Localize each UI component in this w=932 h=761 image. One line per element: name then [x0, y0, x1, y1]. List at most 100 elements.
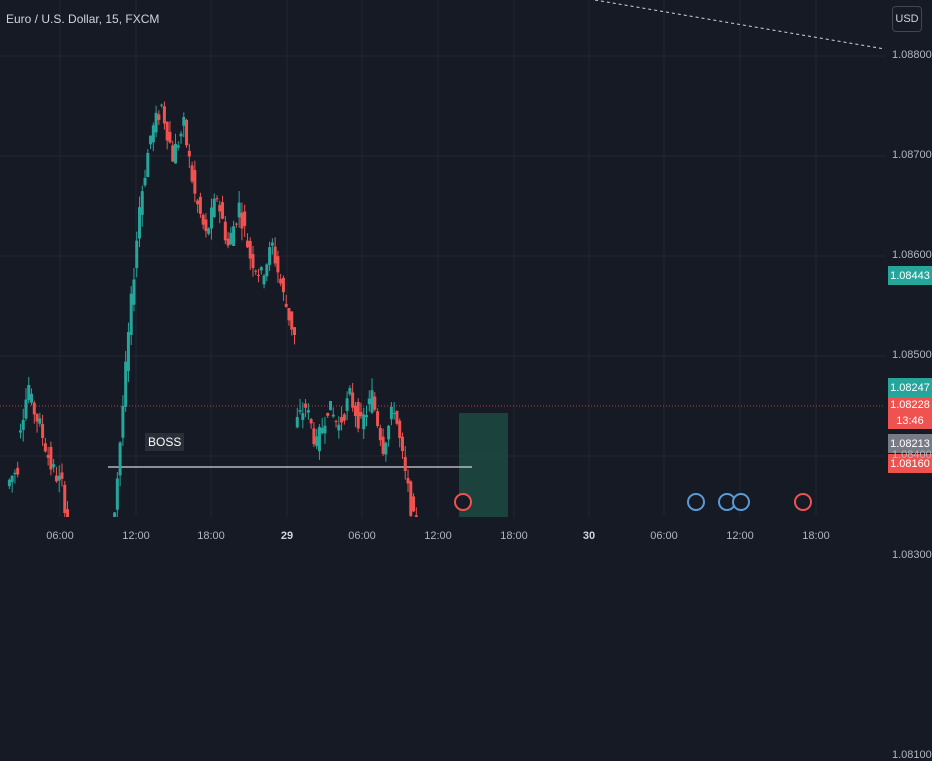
globe-icon	[732, 493, 750, 511]
us-flag-icon	[794, 493, 812, 511]
candle-body	[281, 277, 285, 293]
candle-body	[331, 414, 335, 417]
candle-body	[190, 165, 194, 182]
candle-body	[387, 425, 391, 440]
candle-body	[364, 415, 368, 418]
time-tick: 30	[582, 530, 596, 542]
candle-body	[398, 420, 402, 438]
candle-body	[412, 496, 416, 512]
candle-body	[41, 423, 45, 438]
candle-body	[126, 331, 130, 372]
candle-body	[406, 478, 410, 484]
entry-price-label: 1.08247	[888, 378, 932, 397]
candle-body	[348, 388, 352, 395]
candle-body	[262, 275, 266, 285]
candle-body	[49, 446, 53, 470]
candle-body	[279, 278, 283, 284]
price-tick: 1.08300	[892, 549, 932, 561]
candle-body	[306, 410, 310, 413]
candle-body	[187, 150, 191, 157]
candle-body	[229, 232, 233, 245]
candle-body	[381, 436, 385, 454]
candle-body	[10, 475, 14, 483]
candle-body	[367, 398, 371, 405]
candle-body	[18, 430, 22, 433]
candle-body	[118, 442, 122, 476]
candle-body	[370, 390, 374, 413]
candle-body	[340, 417, 344, 423]
candle-body	[154, 112, 158, 133]
candle-body	[298, 410, 302, 412]
candle-body	[395, 411, 399, 424]
candle-body	[24, 399, 28, 419]
candle-body	[32, 402, 36, 415]
currency-button[interactable]: USD	[892, 6, 922, 32]
time-tick: 06:00	[348, 530, 376, 542]
candle-body	[196, 200, 200, 205]
candle-body	[304, 403, 308, 408]
candle-body	[268, 247, 272, 265]
candle-body	[43, 443, 47, 452]
candle-body	[326, 412, 330, 416]
candle-body	[146, 152, 150, 177]
time-axis[interactable]	[0, 517, 885, 550]
time-tick: 12:00	[726, 530, 754, 542]
candle-body	[309, 419, 313, 424]
lightning-icon	[454, 493, 472, 511]
candle-body	[157, 114, 161, 120]
candle-body	[57, 475, 61, 481]
candle-body	[265, 264, 269, 277]
price-axis[interactable]	[885, 0, 932, 517]
price-chart[interactable]	[0, 0, 885, 517]
candle-body	[378, 428, 382, 441]
candle-body	[290, 311, 294, 330]
time-tick: 12:00	[424, 530, 452, 542]
candle-body	[248, 240, 252, 259]
time-tick: 06:00	[650, 530, 678, 542]
price-tick: 1.08500	[892, 349, 932, 361]
candle-body	[66, 509, 70, 517]
candle-body	[52, 464, 56, 468]
candle-body	[356, 402, 360, 429]
price-tick: 1.08400	[892, 449, 932, 461]
candle-body	[160, 104, 164, 106]
candle-body	[276, 256, 280, 273]
candle-body	[315, 436, 319, 446]
candle-body	[359, 411, 363, 417]
candle-body	[287, 308, 291, 321]
candle-body	[179, 133, 183, 137]
candle-body	[257, 274, 261, 276]
candle-body	[392, 413, 396, 415]
candle-body	[198, 196, 202, 214]
candle-body	[143, 177, 147, 186]
time-tick: 06:00	[46, 530, 74, 542]
candle-body	[215, 198, 219, 200]
candle-body	[149, 135, 153, 145]
price-tick: 1.08700	[892, 149, 932, 161]
stop-price-label: 1.08160	[888, 454, 932, 473]
boss-label: BOSS	[145, 433, 185, 451]
candle-body	[46, 455, 50, 458]
globe-icon	[687, 493, 705, 511]
last-price-label: 1.08228	[888, 397, 932, 413]
candle-body	[251, 254, 255, 269]
candle-body	[362, 414, 366, 430]
candle-body	[21, 419, 25, 430]
candle-body	[342, 414, 346, 421]
candle-body	[373, 396, 377, 410]
candle-body	[176, 145, 180, 148]
price-tick: 1.08100	[892, 749, 932, 761]
candle-body	[60, 472, 64, 479]
symbol-legend[interactable]: Euro / U.S. Dollar, 15, FXCM	[6, 12, 160, 26]
candle-body	[240, 212, 244, 229]
candle-body	[221, 202, 225, 219]
candle-body	[54, 475, 58, 482]
candle-body	[389, 406, 393, 420]
candle-body	[35, 413, 39, 422]
candle-body	[204, 219, 208, 232]
candle-body	[284, 303, 288, 307]
candle-body	[384, 442, 388, 455]
price-tick: 1.08600	[892, 249, 932, 261]
candle-body	[151, 125, 155, 143]
candle-body	[165, 121, 169, 141]
